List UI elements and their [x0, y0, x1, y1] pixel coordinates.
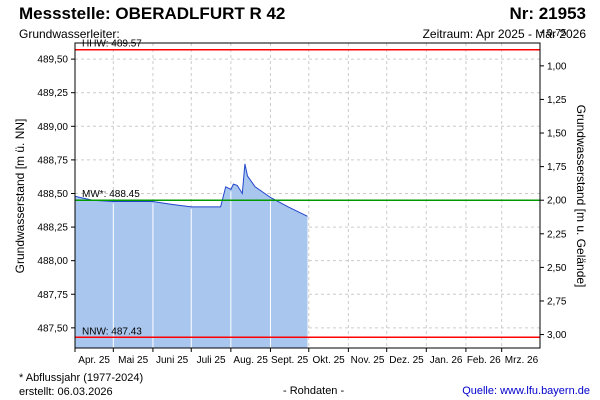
- raw-data-note: - Rohdaten -: [283, 385, 345, 397]
- x-tick-label: Juni 25: [156, 355, 189, 366]
- x-tick-label: Okt. 25: [312, 355, 345, 366]
- source-link[interactable]: www.lfu.bayern.de: [500, 385, 590, 397]
- x-tick-label: Jan. 26: [430, 355, 463, 366]
- y-tick-label: 488,50: [37, 189, 68, 200]
- y2-tick-label: 0,75: [547, 28, 567, 39]
- aquifer-label: Grundwasserleiter:: [19, 27, 120, 41]
- station-title: Messstelle: OBERADLFURT R 42: [19, 4, 286, 23]
- y-tick-label: 488,25: [37, 223, 68, 234]
- x-axis-ticks: Apr. 25 Mai 25 Juni 25 Juli 25 Aug. 25 Sept. …: [74, 348, 539, 366]
- x-tick-label: Sept. 25: [271, 355, 309, 366]
- reference-label: MW*: 488.45: [82, 189, 140, 200]
- series-layer: [74, 163, 308, 348]
- y2-tick-label: 3,00: [547, 330, 567, 341]
- y2-tick-label: 2,50: [547, 263, 567, 274]
- reference-label: HHW: 489.57: [82, 39, 142, 50]
- y-tick-label: 487,75: [37, 290, 68, 301]
- y2-tick-label: 2,25: [547, 229, 567, 240]
- station-number: Nr: 21953: [509, 4, 586, 23]
- x-tick-label: Juli 25: [197, 355, 226, 366]
- source-label: Quelle:: [462, 385, 501, 397]
- y2-tick-label: 2,00: [547, 196, 567, 207]
- reference-label: NNW: 487.43: [82, 326, 142, 337]
- x-tick-label: Mrz. 26: [505, 355, 539, 366]
- source-line: Quelle: www.lfu.bayern.de: [462, 385, 590, 397]
- y-tick-label: 487,50: [37, 323, 68, 334]
- y-axis-right-ticks: 0,75 1,00 1,25 1,50 1,75 2,00 2,25 2,50 2,75 3,00: [540, 28, 567, 341]
- created-date: erstellt: 06.03.2026: [19, 386, 113, 398]
- series-line: [74, 163, 308, 217]
- y-tick-label: 488,75: [37, 155, 68, 166]
- x-tick-label: Feb. 26: [467, 355, 501, 366]
- y-tick-label: 488,00: [37, 256, 68, 267]
- y2-tick-label: 1,00: [547, 61, 567, 72]
- footnote: * Abflussjahr (1977-2024): [19, 372, 144, 384]
- y-tick-label: 489,00: [37, 122, 68, 133]
- period-label: Zeitraum: Apr 2025 - Mär 2026: [422, 27, 586, 41]
- y2-tick-label: 1,25: [547, 95, 567, 106]
- x-tick-label: Mai 25: [118, 355, 148, 366]
- y2-tick-label: 1,75: [547, 162, 567, 173]
- y-axis-left-ticks: 487,50 487,75 488,00 488,25 488,50 488,75 489,…: [37, 55, 75, 334]
- y2-tick-label: 1,50: [547, 129, 567, 140]
- y2-tick-label: 2,75: [547, 296, 567, 307]
- x-tick-label: Nov. 25: [351, 355, 385, 366]
- x-tick-label: Aug. 25: [233, 355, 268, 366]
- reference-lines: HHW: 489.57 MW*: 488.45 NNW: 487.43: [75, 39, 540, 339]
- y-axis-left-label: Grundwasserstand [m ü. NN]: [13, 119, 27, 274]
- x-tick-label: Dez. 25: [389, 355, 424, 366]
- plot-frame: [74, 42, 541, 349]
- y-axis-right-label: Grundwasserstand [m u. Gelände]: [574, 105, 588, 288]
- y-tick-label: 489,25: [37, 88, 68, 99]
- x-tick-label: Apr. 25: [78, 355, 110, 366]
- y-tick-label: 489,50: [37, 55, 68, 66]
